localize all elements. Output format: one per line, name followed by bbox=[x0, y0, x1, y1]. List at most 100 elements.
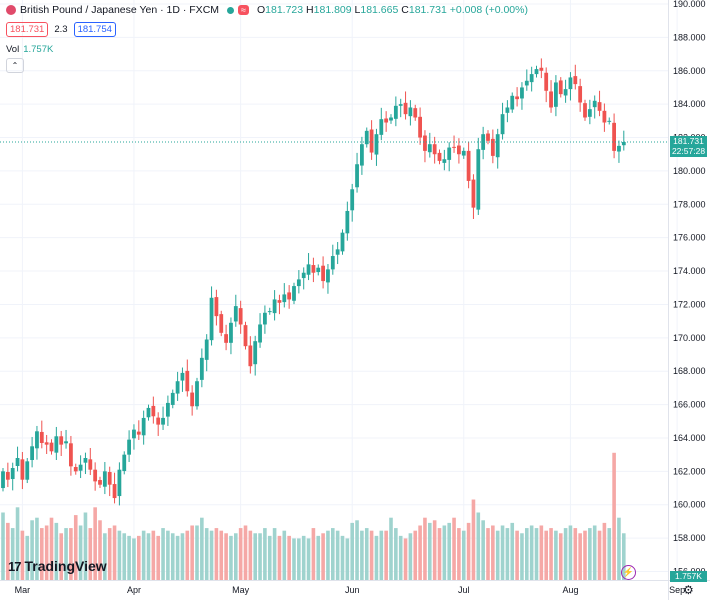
candle-body bbox=[573, 76, 578, 85]
ohlc-values: O181.723 H181.809 L181.665 C181.731 +0.0… bbox=[256, 4, 528, 16]
volume-bars bbox=[1, 452, 626, 580]
candle-body bbox=[151, 405, 156, 417]
wave-icon[interactable]: ≈ bbox=[238, 5, 249, 15]
volume-bar bbox=[398, 535, 403, 580]
volume-bar bbox=[214, 528, 219, 580]
price-tick-label: 166.000 bbox=[673, 400, 706, 410]
candle-body bbox=[93, 469, 98, 482]
volume-bar bbox=[355, 520, 359, 580]
lightning-icon[interactable]: ⚡ bbox=[621, 565, 636, 580]
candle-body bbox=[306, 264, 311, 275]
volume-bar bbox=[141, 530, 146, 580]
buy-price-button[interactable]: 181.754 bbox=[73, 22, 116, 37]
volume-bar bbox=[578, 533, 582, 580]
bar-countdown: 22:57:28 bbox=[671, 146, 706, 156]
candle-body bbox=[437, 152, 442, 161]
price-tick-label: 178.000 bbox=[673, 199, 706, 209]
candle-body bbox=[374, 134, 379, 155]
candle-body bbox=[442, 159, 447, 163]
volume-bar bbox=[258, 533, 262, 580]
volume-bar bbox=[306, 538, 311, 580]
candle-body bbox=[539, 67, 544, 71]
candle-body bbox=[127, 439, 131, 455]
volume-bar bbox=[466, 522, 471, 580]
candle-body bbox=[398, 104, 403, 106]
volume-value: 1.757K bbox=[23, 44, 54, 55]
symbol-title[interactable]: British Pound / Japanese Yen · 1D · FXCM bbox=[20, 4, 220, 16]
candle-body bbox=[107, 472, 112, 485]
volume-bar bbox=[563, 528, 568, 580]
volume-bar bbox=[389, 517, 393, 580]
candle-body bbox=[15, 458, 20, 467]
volume-bar bbox=[161, 528, 165, 580]
candle-body bbox=[413, 108, 418, 118]
candle-body bbox=[88, 459, 93, 470]
volume-bar bbox=[98, 520, 102, 580]
candle-body bbox=[161, 417, 165, 425]
gear-icon[interactable]: ⚙ bbox=[683, 583, 694, 597]
volume-bar bbox=[471, 499, 476, 580]
volume-tag: 1.757K bbox=[670, 571, 707, 582]
tradingview-logo[interactable]: 17 TradingView bbox=[8, 558, 107, 574]
price-tick-label: 158.000 bbox=[673, 533, 706, 543]
volume-bar bbox=[170, 533, 175, 580]
candle-body bbox=[73, 467, 78, 472]
candle-body bbox=[258, 324, 262, 343]
volume-bar bbox=[529, 525, 534, 580]
volume-bar bbox=[612, 452, 616, 580]
volume-bar bbox=[137, 535, 141, 580]
candle-body bbox=[122, 454, 127, 472]
candle-body bbox=[30, 446, 34, 461]
candle-body bbox=[175, 381, 180, 394]
candle-body bbox=[248, 345, 253, 367]
price-tick-label: 162.000 bbox=[673, 466, 706, 476]
volume-bar bbox=[408, 533, 413, 580]
volume-bar bbox=[428, 522, 432, 580]
candle-body bbox=[229, 322, 233, 343]
collapse-legend-button[interactable]: ⌃ bbox=[6, 58, 24, 73]
volume-bar bbox=[287, 535, 291, 580]
candle-body bbox=[5, 472, 10, 480]
volume-bar bbox=[311, 528, 316, 580]
candle-body bbox=[64, 441, 68, 444]
price-tick-label: 168.000 bbox=[673, 366, 706, 376]
chevron-up-icon: ⌃ bbox=[11, 61, 19, 70]
volume-bar bbox=[282, 530, 287, 580]
volume-bar bbox=[607, 528, 612, 580]
candle-body bbox=[102, 471, 107, 487]
price-tick-label: 160.000 bbox=[673, 500, 706, 510]
volume-bar bbox=[447, 522, 451, 580]
candle-body bbox=[25, 461, 30, 480]
candle-body bbox=[54, 436, 59, 453]
candle-body bbox=[515, 96, 519, 100]
candle-body bbox=[461, 150, 466, 156]
volume-bar bbox=[418, 525, 422, 580]
volume-bar bbox=[69, 528, 73, 580]
candle-body bbox=[156, 417, 161, 425]
volume-bar bbox=[326, 530, 330, 580]
candle-body bbox=[204, 339, 209, 360]
volume-bar bbox=[224, 533, 228, 580]
candle-body bbox=[316, 267, 321, 273]
sell-price-button[interactable]: 181.731 bbox=[6, 22, 49, 37]
time-axis: MarAprMayJunJulAugSepOct bbox=[15, 585, 686, 595]
candle-body bbox=[233, 306, 238, 322]
volume-bar bbox=[122, 533, 127, 580]
volume-bar bbox=[515, 530, 519, 580]
volume-bar bbox=[83, 512, 88, 580]
candle-body bbox=[360, 144, 364, 166]
volume-bar bbox=[20, 530, 25, 580]
time-tick-label: Jul bbox=[458, 585, 470, 595]
time-tick-label: Apr bbox=[127, 585, 141, 595]
volume-bar bbox=[112, 525, 117, 580]
volume-bar bbox=[476, 512, 481, 580]
candle-body bbox=[587, 109, 592, 117]
candle-body bbox=[83, 458, 88, 463]
volume-bar bbox=[534, 528, 539, 580]
candle-body bbox=[267, 311, 272, 313]
volume-bar bbox=[617, 517, 621, 580]
volume-bar bbox=[30, 520, 34, 580]
volume-bar bbox=[78, 525, 83, 580]
candle-body bbox=[597, 102, 602, 111]
